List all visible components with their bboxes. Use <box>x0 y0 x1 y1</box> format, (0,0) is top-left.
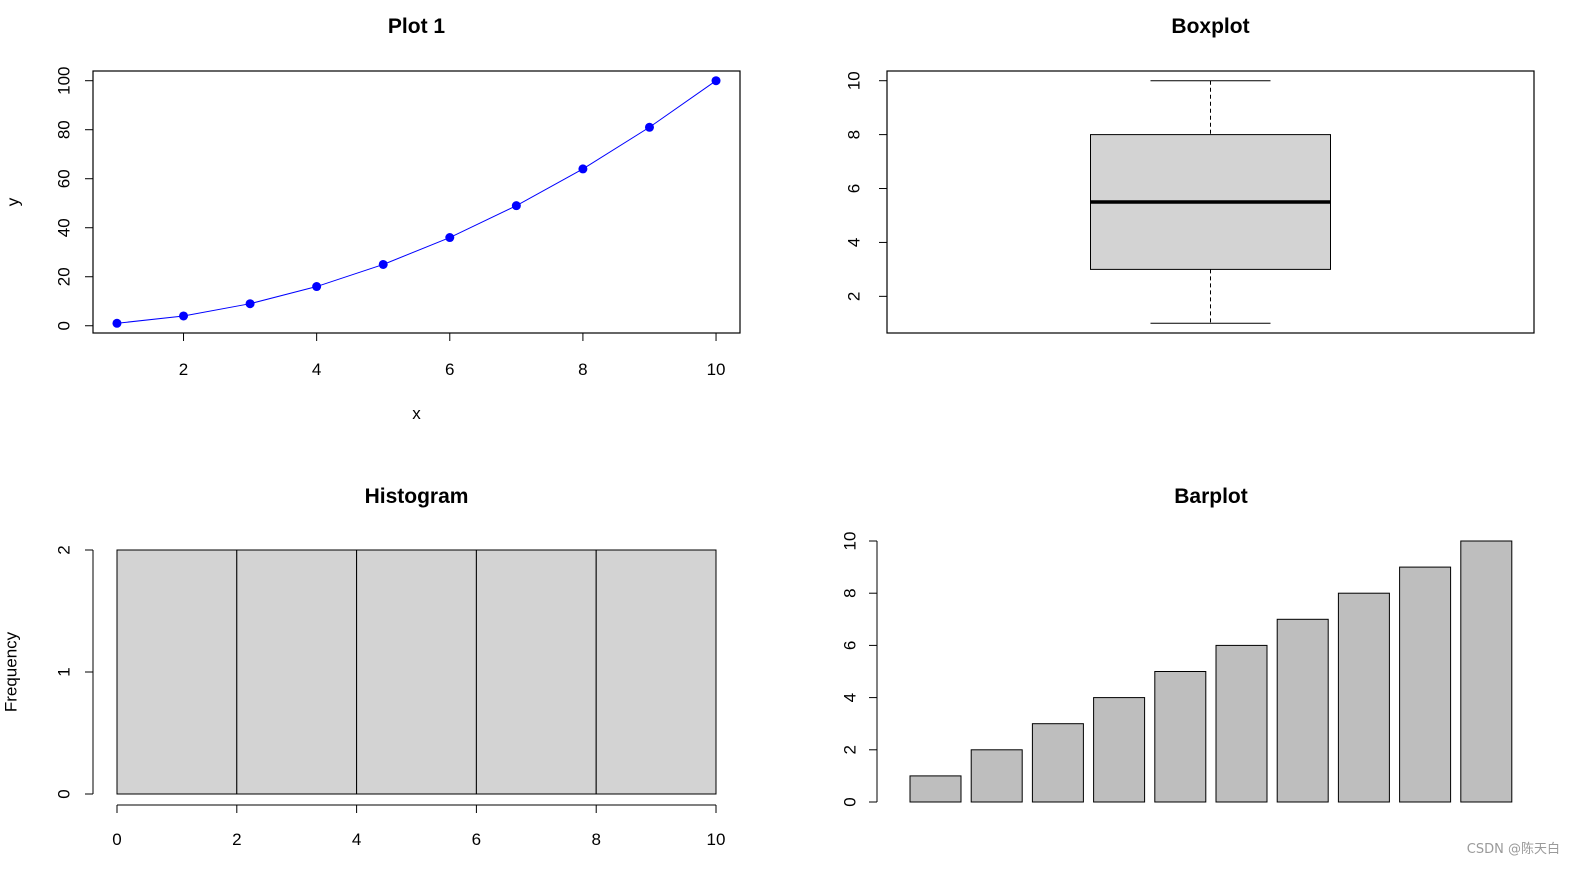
plot1-y-tick-label: 100 <box>54 67 73 95</box>
boxplot-y-tick-label: 6 <box>844 184 863 193</box>
histogram-y-tick-label: 2 <box>54 545 73 554</box>
plot1-point <box>511 201 521 211</box>
barplot-y-tick-label: 4 <box>840 693 859 702</box>
plot1-y-tick-label: 80 <box>54 120 73 139</box>
plot1-y-tick-label: 60 <box>54 169 73 188</box>
histogram-x-tick-label: 10 <box>707 830 726 849</box>
plot1-point <box>312 282 322 292</box>
barplot-y-tick-label: 6 <box>840 641 859 650</box>
barplot-y-tick-label: 10 <box>840 532 859 551</box>
plot1-point <box>578 164 588 174</box>
plot1-point <box>378 259 388 269</box>
barplot-y-tick-label: 2 <box>840 745 859 754</box>
histogram-bar <box>356 549 477 795</box>
barplot-title: Barplot <box>1174 485 1248 508</box>
histogram-x-tick-label: 6 <box>472 830 481 849</box>
plot1-point <box>179 311 189 321</box>
barplot-bar <box>1276 618 1329 803</box>
boxplot-y-tick-label: 4 <box>844 238 863 247</box>
barplot-y-tick-label: 0 <box>840 797 859 806</box>
plot1-x-tick-label: 4 <box>312 360 321 379</box>
plot1-y-axis-label: y <box>3 197 22 206</box>
plot1-x-tick-label: 2 <box>179 360 188 379</box>
barplot-bar <box>1031 723 1084 803</box>
plot1-frame <box>92 70 741 334</box>
histogram-bar <box>475 549 597 795</box>
histogram-bar <box>595 549 717 795</box>
histogram-y-tick-label: 0 <box>54 789 73 798</box>
plot1-point <box>644 122 654 132</box>
histogram-x-tick-label: 4 <box>352 830 361 849</box>
barplot-bar <box>909 775 962 803</box>
plot1-x-tick-label: 8 <box>578 360 587 379</box>
boxplot-y-tick-label: 8 <box>844 130 863 139</box>
histogram-bar <box>236 549 358 795</box>
plot1-y-tick-label: 20 <box>54 267 73 286</box>
watermark: CSDN @陈天白 <box>1466 842 1560 857</box>
plot1-y-tick-label: 0 <box>54 321 73 330</box>
plot1-point <box>711 76 721 86</box>
barplot-bar <box>970 749 1023 803</box>
plot1-y-tick-label: 40 <box>54 218 73 237</box>
plot1-title: Plot 1 <box>388 15 445 38</box>
histogram-y-tick-label: 1 <box>54 667 73 676</box>
plot1-series-line <box>116 80 717 324</box>
barplot-bar <box>1093 697 1146 803</box>
barplot-y-tick-label: 8 <box>840 588 859 597</box>
boxplot-frame <box>886 70 1535 334</box>
plot1-x-tick-label: 6 <box>445 360 454 379</box>
barplot-bar <box>1460 540 1513 803</box>
histogram-bar <box>116 549 238 795</box>
boxplot-y-tick-label: 10 <box>844 71 863 90</box>
boxplot-y-tick-label: 2 <box>844 292 863 301</box>
plot1-x-axis-label: x <box>412 404 421 423</box>
barplot-bar <box>1215 644 1268 803</box>
plot1-point <box>245 299 255 309</box>
histogram-title: Histogram <box>365 485 469 508</box>
histogram-x-tick-label: 8 <box>591 830 600 849</box>
barplot-bar <box>1154 671 1207 803</box>
boxplot-title: Boxplot <box>1171 15 1249 38</box>
plot1-point <box>112 318 122 328</box>
histogram-x-tick-label: 0 <box>112 830 121 849</box>
barplot-bar <box>1399 566 1452 803</box>
barplot-bar <box>1337 592 1390 803</box>
plot1-point <box>445 233 455 243</box>
plot1-x-tick-label: 10 <box>707 360 726 379</box>
histogram-x-tick-label: 2 <box>232 830 241 849</box>
histogram-y-axis-label: Frequency <box>1 631 20 712</box>
